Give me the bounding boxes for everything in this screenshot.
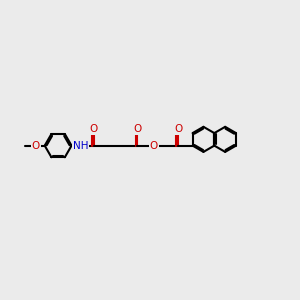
Text: O: O xyxy=(32,141,40,151)
Text: O: O xyxy=(133,124,142,134)
Text: NH: NH xyxy=(73,141,88,151)
Text: O: O xyxy=(90,124,98,134)
Text: O: O xyxy=(150,141,158,151)
Text: O: O xyxy=(174,124,182,134)
